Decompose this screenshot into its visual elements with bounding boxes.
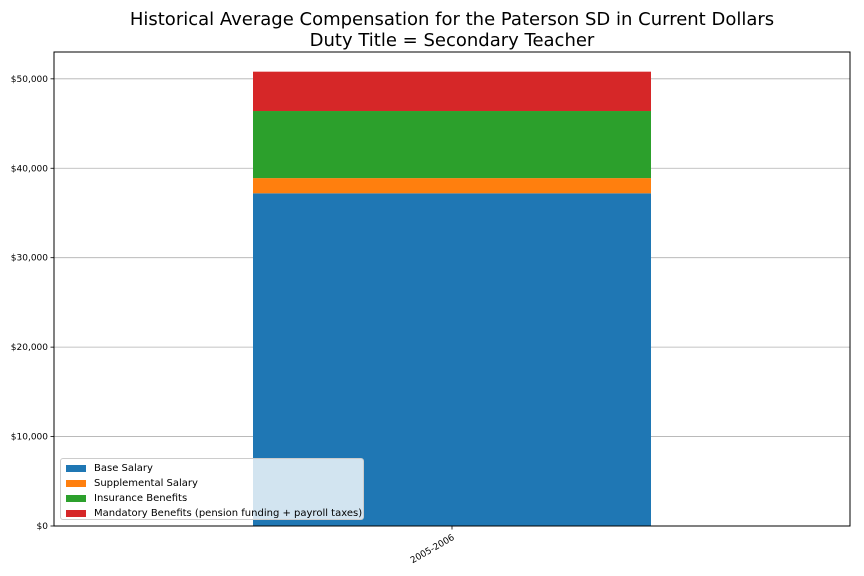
legend-label: Insurance Benefits xyxy=(94,493,188,504)
x-tick-label: 2005-2006 xyxy=(409,533,457,566)
y-tick-label: $20,000 xyxy=(11,343,48,353)
legend-swatch xyxy=(66,465,86,472)
y-tick-label: $50,000 xyxy=(11,75,48,85)
legend-item: Insurance Benefits xyxy=(66,491,363,506)
legend: Base Salary Supplemental Salary Insurance … xyxy=(60,458,364,520)
legend-item: Base Salary xyxy=(66,461,363,476)
legend-swatch xyxy=(66,495,86,502)
legend-item: Mandatory Benefits (pension funding + pa… xyxy=(66,506,363,521)
legend-label: Mandatory Benefits (pension funding + pa… xyxy=(94,508,363,519)
y-tick-label: $0 xyxy=(37,522,49,532)
x-axis: 2005-2006 xyxy=(409,526,457,566)
legend-item: Supplemental Salary xyxy=(66,476,363,491)
y-tick-label: $40,000 xyxy=(11,164,48,174)
y-tick-label: $30,000 xyxy=(11,254,48,264)
chart-title: Historical Average Compensation for the … xyxy=(129,9,775,30)
bar-segment-mandatory xyxy=(253,71,651,112)
y-axis: $0 $10,000 $20,000 $30,000 $40,000 $50,000 xyxy=(11,75,54,532)
legend-label: Base Salary xyxy=(94,463,153,474)
legend-swatch xyxy=(66,510,86,517)
legend-label: Supplemental Salary xyxy=(94,478,198,489)
y-tick-label: $10,000 xyxy=(11,433,48,443)
bar-segment-insurance xyxy=(253,111,651,179)
legend-swatch xyxy=(66,480,86,487)
chart-subtitle: Duty Title = Secondary Teacher xyxy=(309,30,595,51)
bar-segment-supplemental xyxy=(253,178,651,194)
